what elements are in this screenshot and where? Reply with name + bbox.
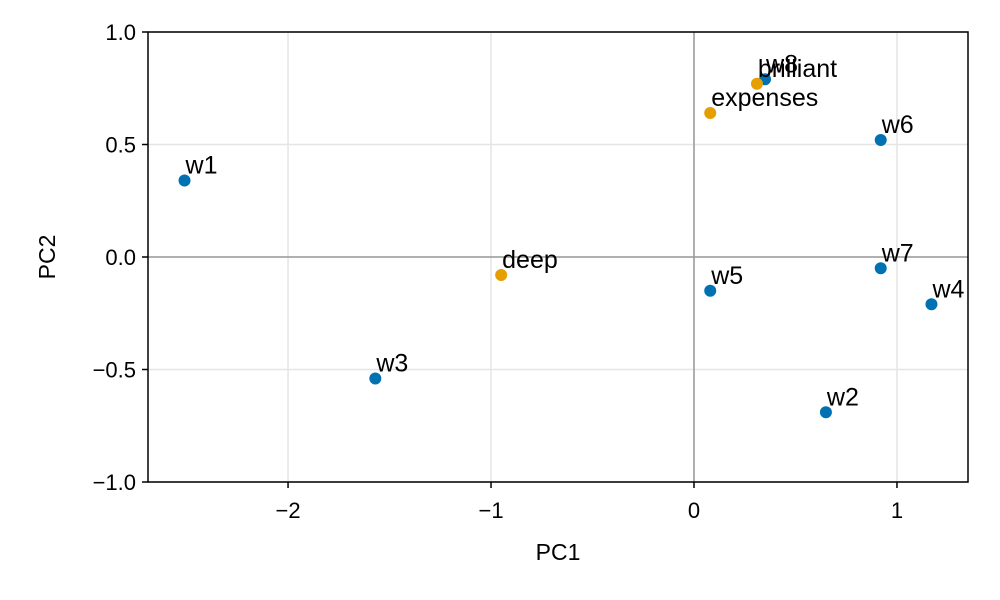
point-label-w7: w7 — [881, 239, 914, 267]
point-label-w1: w1 — [185, 152, 218, 180]
data-point-brilliant — [750, 77, 763, 90]
y-axis-title: PC2 — [34, 235, 60, 280]
point-label-w4: w4 — [931, 275, 964, 303]
y-tick-label: 0.5 — [105, 133, 136, 158]
y-tick-label: −0.5 — [93, 358, 136, 383]
data-points — [178, 73, 938, 419]
point-label-w6: w6 — [881, 111, 914, 139]
data-point-w7 — [874, 262, 887, 275]
data-point-w1 — [178, 174, 191, 187]
data-point-w4 — [925, 298, 938, 311]
point-label-expenses: expenses — [711, 84, 818, 112]
axis-ticks: −2 −1 0 1 −1.0 −0.5 0.0 0.5 1.0 — [93, 20, 904, 523]
y-tick-label: 0.0 — [105, 245, 136, 270]
x-tick-label: −1 — [478, 498, 503, 523]
data-point-deep — [495, 269, 508, 281]
x-tick-label: 1 — [891, 498, 903, 523]
y-tick-label: −1.0 — [93, 470, 136, 495]
zero-lines — [148, 32, 968, 482]
data-point-w6 — [874, 134, 887, 146]
point-label-w5: w5 — [710, 262, 743, 290]
point-label-w2: w2 — [826, 383, 859, 411]
y-tick-label: 1.0 — [105, 20, 136, 45]
x-tick-label: −2 — [276, 498, 301, 523]
point-label-brilliant: brilliant — [758, 55, 837, 83]
point-label-w8: w8 — [765, 50, 798, 78]
data-point-w5 — [704, 284, 717, 297]
data-point-w2 — [819, 406, 832, 419]
x-tick-label: 0 — [688, 498, 700, 523]
point-label-deep: deep — [502, 246, 558, 274]
data-point-expenses — [704, 107, 717, 119]
point-label-w3: w3 — [375, 350, 408, 378]
x-axis-title: PC1 — [536, 539, 581, 565]
data-point-w3 — [369, 372, 382, 385]
